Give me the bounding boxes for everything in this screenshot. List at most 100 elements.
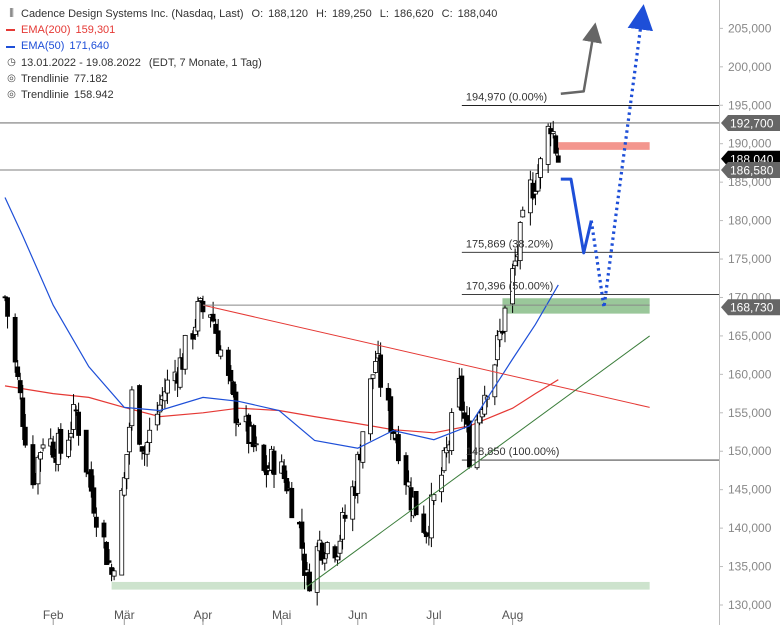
price-tag-label: 186,580 xyxy=(730,163,774,177)
candle xyxy=(553,135,559,154)
candle xyxy=(395,434,401,462)
candle xyxy=(441,450,447,472)
candle xyxy=(218,349,224,357)
candle xyxy=(251,425,257,448)
candle xyxy=(284,478,290,492)
candle xyxy=(314,546,320,593)
candle xyxy=(403,455,409,486)
candle xyxy=(190,333,196,340)
candle xyxy=(322,558,328,564)
candle xyxy=(165,379,170,394)
candle xyxy=(5,297,10,317)
candle xyxy=(58,428,64,454)
candle xyxy=(119,489,125,576)
candle xyxy=(512,260,518,267)
candle xyxy=(76,411,82,436)
candle xyxy=(83,429,89,473)
candle xyxy=(335,556,340,561)
candle xyxy=(22,426,28,446)
candle xyxy=(439,474,444,493)
legend-ema200: EMA(200) 159,301 xyxy=(6,22,497,38)
candle xyxy=(510,268,516,305)
zone-resistance xyxy=(558,142,650,150)
trendline-icon: ◎ xyxy=(7,89,16,101)
candle xyxy=(231,381,236,396)
ohlc-open-label: O: xyxy=(251,8,264,20)
candle xyxy=(157,404,163,413)
candle xyxy=(388,396,394,433)
trendline-resistance-trend xyxy=(202,304,650,408)
fib-label: 170,396 (50.00%) xyxy=(466,280,553,292)
candle xyxy=(225,349,231,376)
candle xyxy=(517,222,523,262)
candle xyxy=(182,334,188,370)
candle xyxy=(530,182,536,199)
y-tick-label: 205,000 xyxy=(728,21,772,35)
y-tick-label: 175,000 xyxy=(728,252,772,266)
ema50-line xyxy=(4,197,559,449)
chart-legend: ⫼ Cadence Design Systems Inc. (Nasdaq, L… xyxy=(6,6,497,103)
candle xyxy=(104,541,109,565)
fib-label: 175,869 (38.20%) xyxy=(466,238,553,250)
clock-icon: ◷ xyxy=(7,56,16,68)
candle xyxy=(271,450,277,475)
x-tick-label: Mai xyxy=(272,608,291,622)
ohlc-high-label: H: xyxy=(315,8,327,20)
candle xyxy=(38,452,43,460)
y-tick-label: 160,000 xyxy=(728,367,772,381)
x-tick-label: Feb xyxy=(43,608,64,622)
candle xyxy=(200,300,206,313)
candle xyxy=(154,413,160,426)
candle xyxy=(538,158,543,178)
candle xyxy=(350,486,356,520)
legend-trend2: ◎ Trendlinie 158.942 xyxy=(6,87,497,103)
candle xyxy=(421,513,427,533)
price-tag-label: 168,730 xyxy=(730,301,774,315)
candle xyxy=(40,444,46,449)
candle xyxy=(413,490,419,516)
candle xyxy=(2,296,8,299)
zone-base xyxy=(111,581,650,590)
legend-range: ◷ 13.01.2022 - 19.08.2022 (EDT, 7 Monate… xyxy=(6,55,497,71)
ema200-label: EMA(200) xyxy=(21,24,71,37)
y-tick-label: 135,000 xyxy=(728,560,772,574)
candle xyxy=(555,155,561,163)
candle xyxy=(213,323,219,334)
candle xyxy=(93,516,99,528)
candle xyxy=(30,444,36,486)
ohlc-open: 188,120 xyxy=(268,8,308,20)
candle xyxy=(215,330,221,355)
candle xyxy=(12,316,18,363)
candle xyxy=(144,442,150,455)
candle xyxy=(319,542,325,561)
candle xyxy=(533,191,538,195)
candle xyxy=(20,397,26,427)
candle xyxy=(378,354,384,388)
ema200-swatch xyxy=(6,29,15,32)
candle xyxy=(332,546,338,559)
projections-layer xyxy=(560,4,654,310)
legend-title-row: ⫼ Cadence Design Systems Inc. (Nasdaq, L… xyxy=(6,6,497,22)
ohlc-high: 189,250 xyxy=(331,8,372,20)
price-tag: 168,730 xyxy=(721,299,780,316)
y-tick-label: 130,000 xyxy=(728,598,772,612)
candle xyxy=(147,429,153,443)
candle xyxy=(68,433,74,438)
ema50-label: EMA(50) xyxy=(21,40,65,53)
candles-icon: ⫼ xyxy=(9,8,14,19)
y-tick-label: 155,000 xyxy=(728,406,772,420)
candle xyxy=(545,125,551,165)
candle xyxy=(162,391,168,402)
candle xyxy=(88,469,94,492)
candle xyxy=(50,441,56,458)
candle xyxy=(233,391,239,424)
price-tag-label: 192,700 xyxy=(730,116,774,130)
candle xyxy=(342,514,348,519)
y-tick-label: 180,000 xyxy=(728,214,772,228)
candle xyxy=(15,366,21,377)
range-info: (EDT, 7 Monate, 1 Tag) xyxy=(148,56,262,69)
candle xyxy=(17,380,23,394)
trendlines-layer xyxy=(202,304,650,587)
trendline-support-trend xyxy=(306,335,650,587)
